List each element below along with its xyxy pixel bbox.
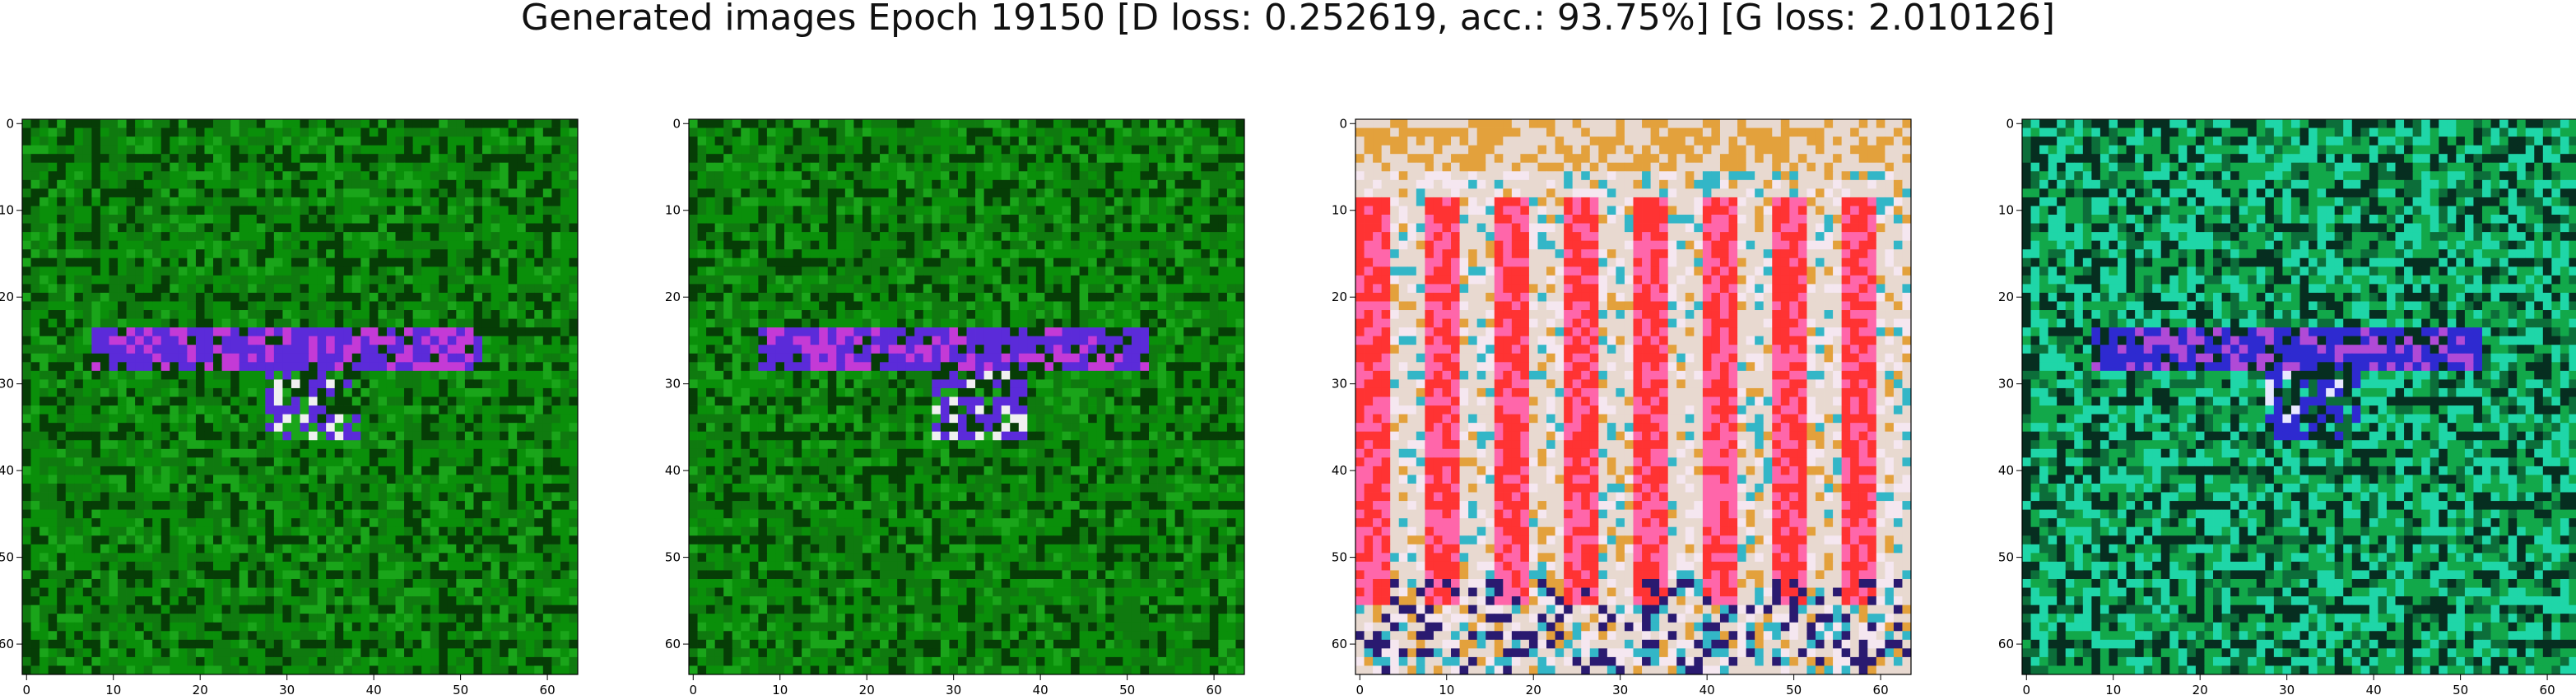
y-tick-label: 20 [665,290,681,304]
x-tick-label: 20 [859,683,875,695]
x-tick-label: 0 [1356,683,1365,695]
x-tick-label: 60 [2540,683,2555,695]
image-panel-4: 0 10 20 30 40 50 60 0 10 20 30 40 50 60 [1998,116,2576,695]
generated-image-1: 0 10 20 30 40 50 60 0 10 20 30 40 50 60 [0,116,579,695]
y-tick-label: 20 [0,290,14,304]
y-tick-label: 10 [1332,203,1347,218]
y-tick-label: 30 [1998,377,2014,392]
x-tick-label: 30 [279,683,295,695]
y-tick-label: 60 [665,637,681,651]
y-tick-label: 0 [2006,116,2014,131]
x-tick-label: 30 [946,683,961,695]
x-tick-label: 10 [772,683,788,695]
axes-frame [21,118,579,675]
x-tick-label: 60 [540,683,556,695]
x-tick-label: 50 [1119,683,1135,695]
x-tick-label: 60 [1873,683,1889,695]
x-tick-label: 40 [2366,683,2382,695]
y-tick-label: 40 [0,463,14,478]
x-tick-label: 30 [1612,683,1628,695]
y-tick-label: 20 [1998,290,2014,304]
y-tick-label: 60 [1332,637,1347,651]
image-panel-1: 0 10 20 30 40 50 60 0 10 20 30 40 50 60 [0,116,579,695]
x-tick-label: 20 [1526,683,1541,695]
x-tick-label: 40 [1700,683,1715,695]
x-tick-label: 20 [2192,683,2208,695]
x-tick-label: 30 [2279,683,2295,695]
y-tick-label: 30 [665,377,681,392]
x-tick-label: 50 [453,683,468,695]
y-tick-label: 30 [0,377,14,392]
y-tick-label: 40 [665,463,681,478]
x-tick-label: 0 [23,683,31,695]
y-tick-label: 50 [665,550,681,565]
generated-image-4: 0 10 20 30 40 50 60 0 10 20 30 40 50 60 [1998,116,2576,695]
y-tick-label: 50 [1998,550,2014,565]
image-pixels [1355,119,1912,675]
generated-image-3: 0 10 20 30 40 50 60 0 10 20 30 40 50 60 [1332,116,1912,695]
y-tick-label: 40 [1998,463,2014,478]
y-tick-label: 60 [0,637,14,651]
image-panel-3: 0 10 20 30 40 50 60 0 10 20 30 40 50 60 [1332,116,1912,695]
y-tick-label: 10 [1998,203,2014,218]
y-tick-label: 50 [0,550,14,565]
x-tick-label: 10 [1439,683,1454,695]
y-tick-label: 40 [1332,463,1347,478]
y-tick-label: 0 [6,116,14,131]
y-tick-label: 50 [1332,550,1347,565]
image-pixels [2022,119,2576,675]
x-tick-label: 50 [2453,683,2468,695]
y-tick-label: 30 [1332,377,1347,392]
x-tick-label: 60 [1207,683,1222,695]
image-pixels [689,119,1245,675]
x-tick-label: 40 [1033,683,1049,695]
y-tick-label: 10 [665,203,681,218]
image-pixels [22,119,579,675]
axes-frame [688,118,1245,675]
y-tick-label: 0 [1339,116,1347,131]
y-tick-label: 20 [1332,290,1347,304]
x-tick-label: 40 [366,683,382,695]
x-tick-label: 10 [2105,683,2121,695]
figure-title: Generated images Epoch 19150 [D loss: 0.… [520,0,2056,39]
x-tick-label: 50 [1786,683,1802,695]
generated-image-2: 0 10 20 30 40 50 60 0 10 20 30 40 50 60 [665,116,1245,695]
axes-frame [2021,118,2576,675]
y-tick-label: 60 [1998,637,2014,651]
x-tick-label: 0 [2023,683,2031,695]
y-tick-label: 0 [672,116,681,131]
axes-frame [1355,118,1912,675]
x-tick-label: 0 [690,683,698,695]
x-tick-label: 10 [105,683,121,695]
y-tick-label: 10 [0,203,14,218]
x-tick-label: 20 [193,683,208,695]
image-panel-2: 0 10 20 30 40 50 60 0 10 20 30 40 50 60 [665,116,1245,695]
